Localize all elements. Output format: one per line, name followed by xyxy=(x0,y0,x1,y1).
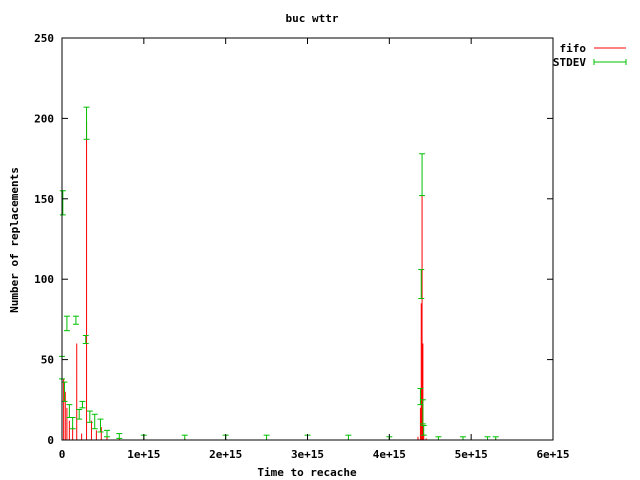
stdev-errorbar xyxy=(104,429,111,438)
x-tick-label: 2e+15 xyxy=(209,448,242,461)
chart-title: buc wttr xyxy=(286,12,339,25)
stdev-errorbar xyxy=(181,434,188,441)
stdev-errorbar xyxy=(79,400,86,409)
y-tick-label: 50 xyxy=(41,354,54,367)
stdev-errorbar xyxy=(420,425,427,436)
stdev-errorbar xyxy=(59,190,66,216)
x-tick-label: 3e+15 xyxy=(291,448,324,461)
legend-label: fifo xyxy=(560,42,587,55)
stdev-errorbar xyxy=(72,315,79,325)
y-axis: 0 50 100 150 200 250 xyxy=(34,32,553,447)
stdev-errorbar xyxy=(116,433,123,439)
legend-label: STDEV xyxy=(553,56,586,69)
y-tick-label: 0 xyxy=(47,434,54,447)
stdev-errorbar xyxy=(418,269,425,299)
stdev-errorbar xyxy=(69,416,76,430)
stdev-errorbar xyxy=(63,315,70,332)
x-axis: 0 1e+15 2e+15 3e+15 4e+15 5e+15 6e+15 xyxy=(59,38,570,461)
y-tick-label: 250 xyxy=(34,32,54,45)
legend-entry-fifo: fifo xyxy=(560,42,626,55)
plot-series xyxy=(59,106,499,441)
legend-entry-stdev: STDEV xyxy=(553,56,627,69)
stdev-errorbar xyxy=(263,434,270,441)
x-tick-label: 4e+15 xyxy=(373,448,406,461)
stdev-errorbar xyxy=(419,399,426,425)
y-axis-label: Number of replacements xyxy=(8,167,21,313)
stdev-errorbar xyxy=(97,418,104,433)
stdev-errorbar xyxy=(345,434,352,441)
plot-frame xyxy=(61,37,554,441)
x-tick-label: 6e+15 xyxy=(536,448,569,461)
x-tick-label: 1e+15 xyxy=(127,448,160,461)
stdev-errorbar xyxy=(82,334,89,345)
x-tick-label: 0 xyxy=(59,448,66,461)
y-tick-label: 150 xyxy=(34,193,54,206)
y-tick-label: 200 xyxy=(34,112,54,125)
stdev-errorbar xyxy=(86,410,93,423)
stdev-errorbar xyxy=(76,408,83,420)
stdev-errorbar xyxy=(91,413,98,430)
y-tick-label: 100 xyxy=(34,273,54,286)
stdev-errorbar xyxy=(83,106,90,140)
x-axis-label: Time to recache xyxy=(257,466,357,479)
x-tick-label: 5e+15 xyxy=(455,448,488,461)
stdev-errorbar xyxy=(419,153,426,197)
